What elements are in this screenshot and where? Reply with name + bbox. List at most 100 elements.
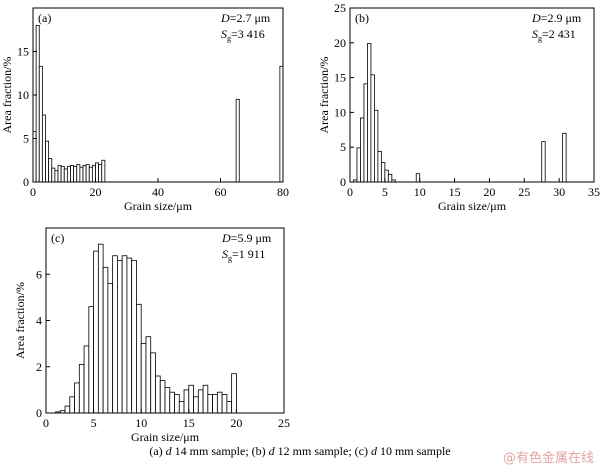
y-tick-label: 6 [36,267,42,281]
chart-bar [221,394,228,414]
annotation-sg: Sg=3 416 [221,27,265,43]
chart-bar [169,391,175,414]
x-tick-label: 35 [588,185,600,199]
chart-bar [360,117,365,183]
chart-bar [112,255,118,414]
caption-part-b: 14 mm sample; (b) [171,444,269,458]
chart-bar [107,283,114,414]
x-tick-label: 0 [30,185,36,199]
chart-bar [41,114,46,183]
chart-bar [78,364,85,414]
chart-bar [384,169,389,183]
chart-bar [363,83,368,183]
x-tick-label: 15 [183,416,195,430]
chart-bar [356,147,361,183]
caption-part-a: (a) [149,444,166,458]
x-tick-label: 15 [449,185,461,199]
y-axis-label: Area fraction/% [13,282,27,359]
chart-bar [373,109,379,183]
annotation-d: D=5.9 μm [221,231,272,245]
chart-bar [35,24,40,183]
panel-label: (c) [51,231,64,245]
y-tick-label: 0 [36,406,42,420]
chart-bar [82,165,87,183]
x-tick-label: 20 [230,416,242,430]
y-tick-label: 4 [36,314,42,328]
chart-bar [97,243,104,414]
figure-caption: (a) d 14 mm sample; (b) d 12 mm sample; … [0,444,600,459]
caption-d-b: d [268,444,275,458]
chart-bar [541,141,546,183]
y-tick-label: 0 [340,175,346,189]
y-tick-label: 15 [17,45,29,59]
chart-bar [74,382,80,414]
chart-bar [38,65,43,183]
chart-bar [102,266,109,414]
chart-bar [57,165,62,183]
y-tick-label: 5 [340,140,346,154]
x-tick-label: 25 [278,416,290,430]
chart-bar [79,166,84,183]
x-axis-label: Grain size/μm [131,430,200,444]
y-tick-label: 5 [23,132,29,146]
chart-bar [131,259,137,414]
panel-label: (a) [38,11,51,25]
chart-bar [562,132,567,183]
y-tick-label: 2 [36,360,42,374]
x-tick-label: 0 [347,185,353,199]
chart-bar [159,380,166,414]
chart-bar [76,164,81,183]
annotation-sg: Sg=2 431 [532,27,576,43]
caption-d-c: d [370,444,377,458]
x-tick-label: 80 [277,185,289,199]
y-tick-label: 20 [334,36,346,50]
plot-frame [349,7,595,183]
chart-bar [85,164,90,183]
chart-bar [121,255,128,414]
chart-bar [98,164,103,183]
chart-bar [188,384,194,414]
chart-bar [387,173,393,183]
chart-bar [101,159,106,183]
chart-bar [380,162,386,183]
y-axis-label: Area fraction/% [0,57,14,134]
y-tick-label: 15 [334,71,346,85]
chart-bar [88,306,94,414]
annotation-d: D=2.7 μm [220,11,271,25]
chart-bar [377,150,382,183]
chart-bar [183,389,190,414]
x-tick-label: 60 [215,185,227,199]
chart-bar [66,165,71,183]
chart-bar [69,396,75,414]
chart-bar [140,343,147,414]
chart-bar [63,168,68,183]
chart-bar [60,165,65,183]
x-tick-label: 10 [135,416,147,430]
caption-d-a: d [165,444,172,458]
chart-bar [212,394,218,414]
chart-panel-a: 0 20 40 60 80 0 5 10 15 Grain size/μm Area fractio… [0,7,289,213]
watermark: @有色金属在线 [502,451,594,466]
chart-bar [193,396,199,414]
y-axis-label: Area fraction/% [317,57,331,134]
chart-bar [117,259,123,414]
chart-bar [235,98,240,183]
chart-bar [231,373,237,414]
chart-bar [54,170,59,183]
chart-bar [150,352,156,414]
chart-bar [202,384,209,414]
y-tick-label: 25 [334,1,346,15]
caption-part-d: 10 mm sample [376,444,451,458]
annotation-d: D=2.9 μm [531,11,582,25]
x-tick-label: 20 [483,185,495,199]
annotation-sg: Sg=1 911 [222,247,265,263]
chart-bar [93,250,99,414]
panel-label: (b) [355,11,369,25]
x-tick-label: 20 [90,185,102,199]
x-tick-label: 30 [553,185,565,199]
chart-bar [197,389,204,414]
chart-bar [73,165,78,183]
x-axis-label: Grain size/μm [124,199,193,213]
chart-bar [370,74,375,183]
